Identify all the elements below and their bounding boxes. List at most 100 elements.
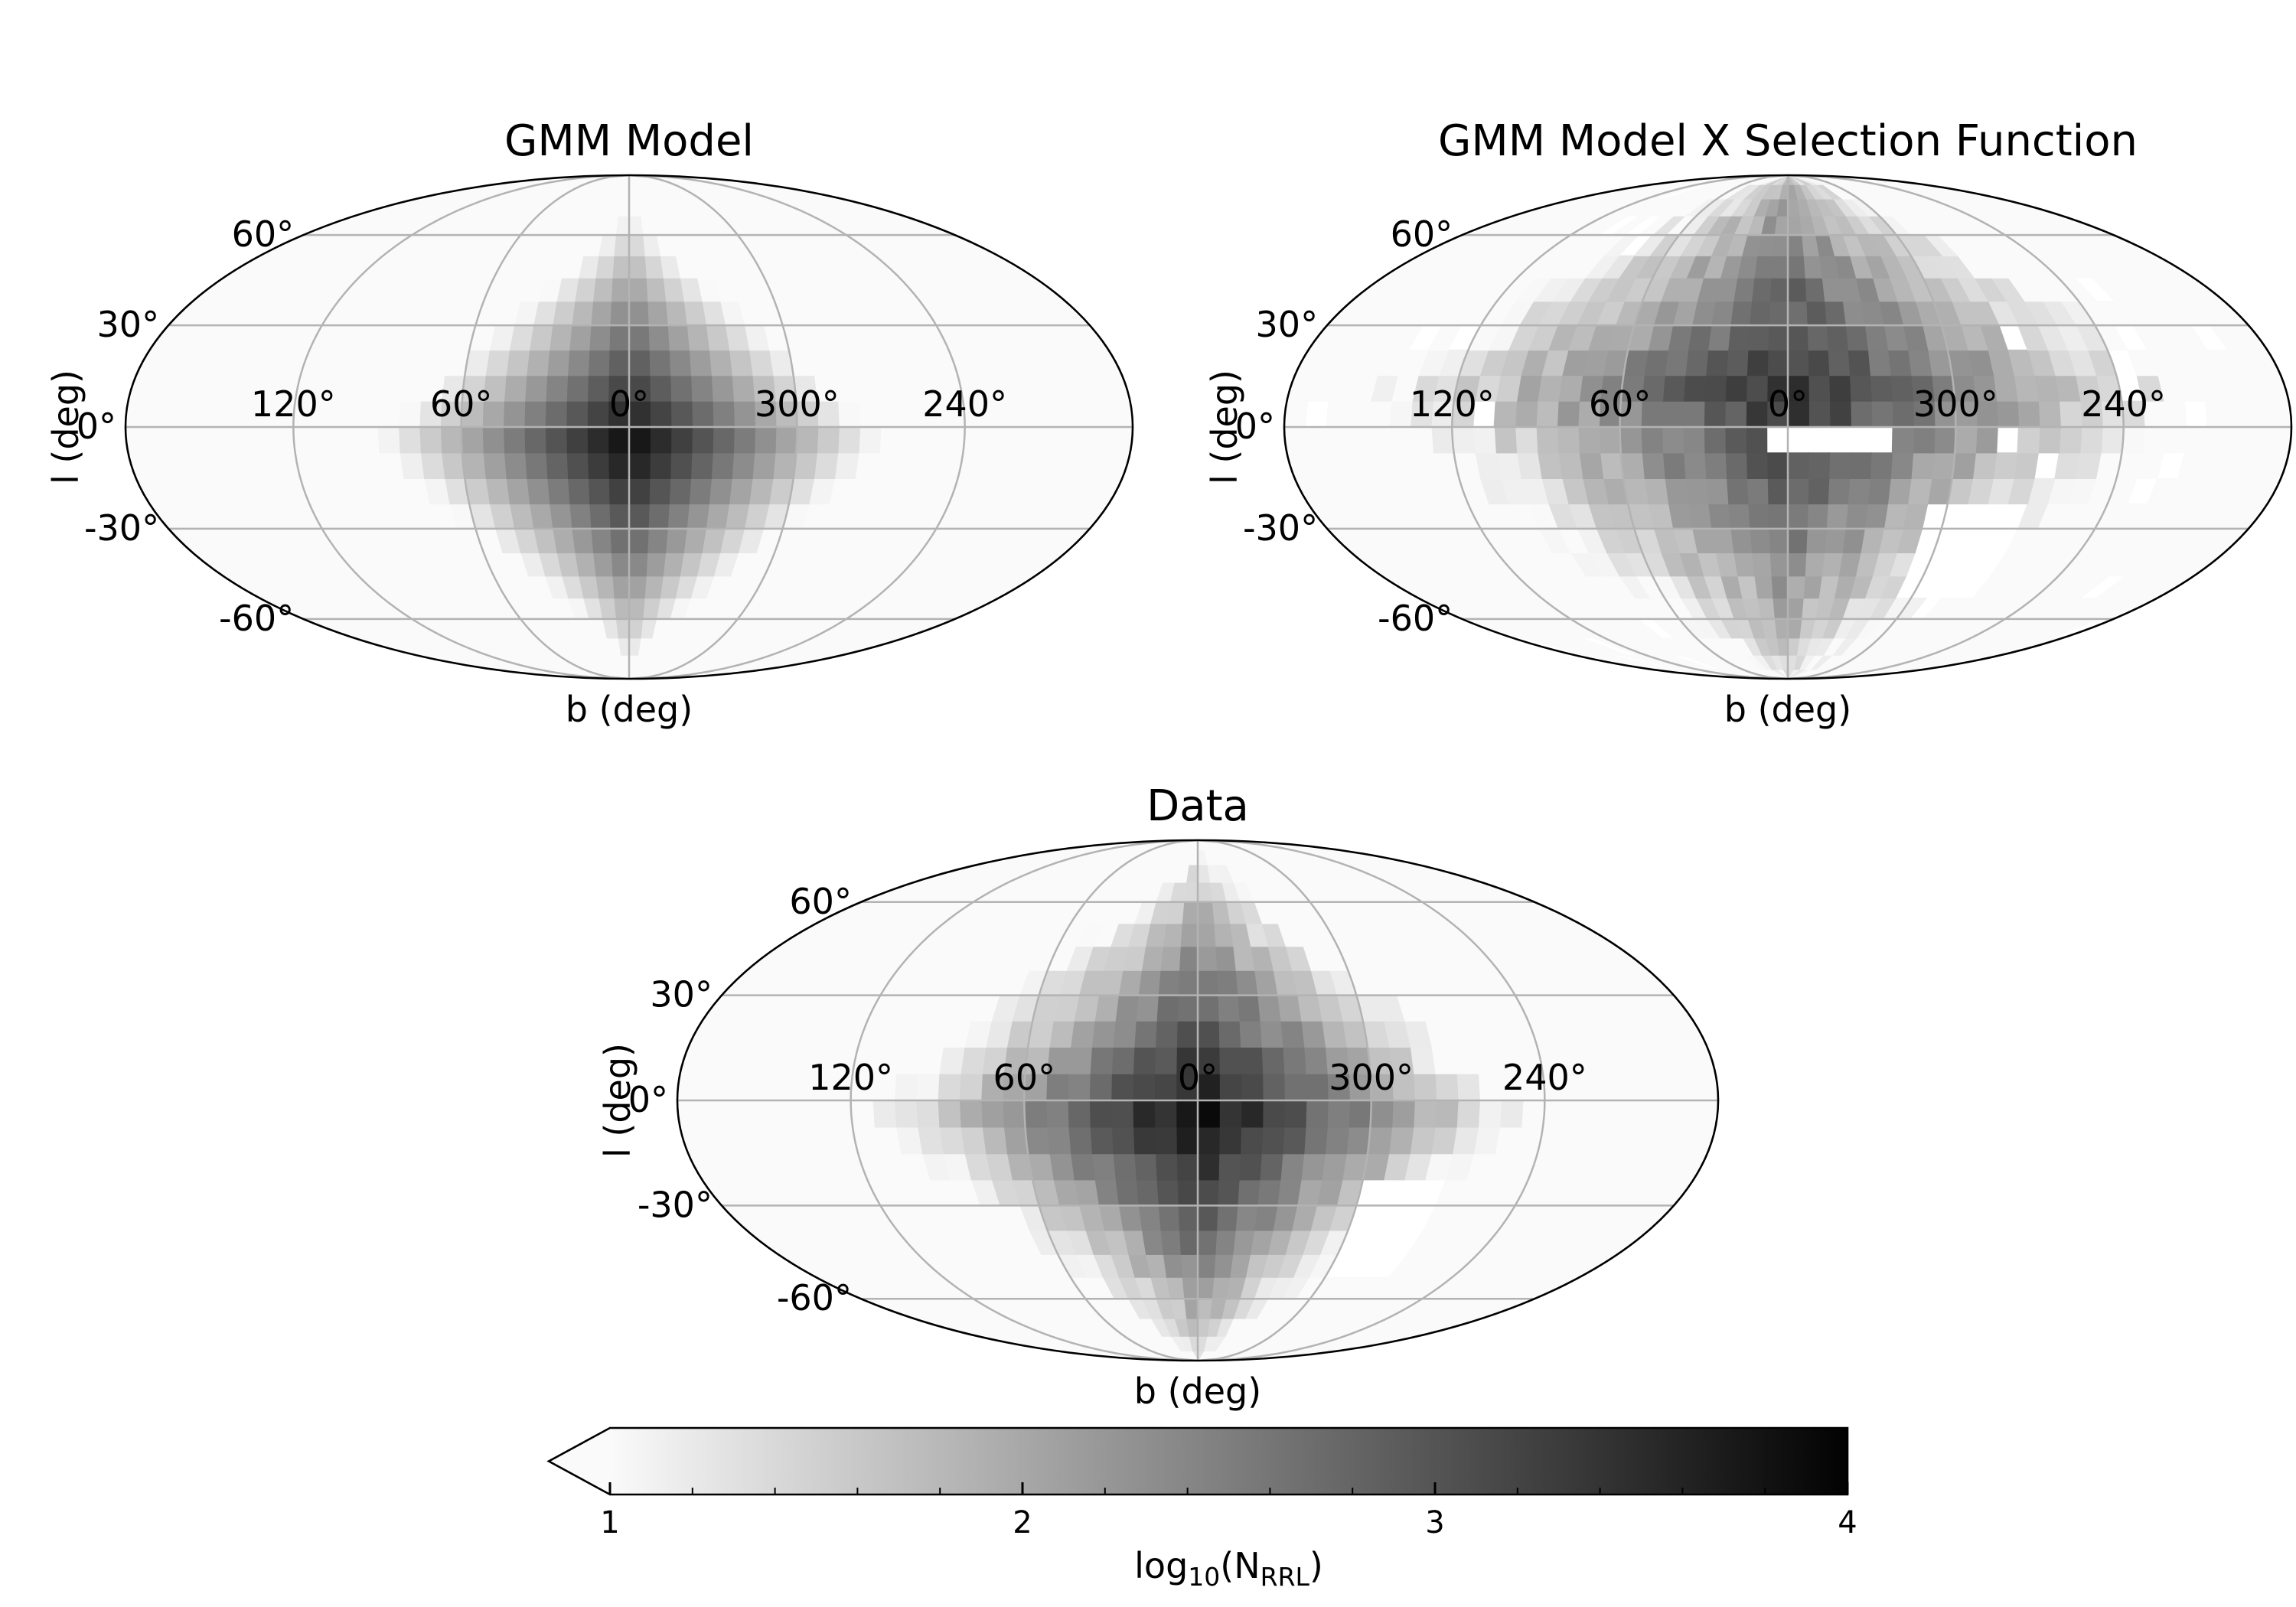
heatmap-cell — [1910, 452, 1935, 480]
heatmap-cell — [145, 400, 171, 428]
longitude-tick-label: 120° — [1410, 383, 1495, 425]
heatmap-cell — [686, 324, 710, 351]
heatmap-cell — [546, 478, 570, 505]
heatmap-cell — [1261, 1126, 1285, 1155]
heatmap-cell — [1746, 349, 1769, 376]
heatmap-cell — [731, 375, 755, 402]
heatmap-cell — [649, 426, 672, 454]
heatmap-cell — [1473, 426, 1496, 454]
heatmap-cell — [795, 426, 819, 454]
heatmap-cell — [962, 426, 987, 454]
heatmap-cell — [668, 349, 692, 376]
heatmap-cell — [188, 426, 213, 454]
latitude-tick-label: 0° — [1235, 406, 1275, 447]
heatmap-cell — [1430, 1046, 1457, 1074]
heatmap-cell — [690, 375, 713, 402]
longitude-tick-label: 60° — [430, 383, 493, 425]
heatmap-cell — [1704, 375, 1727, 402]
heatmap-cell — [1434, 1073, 1459, 1101]
heatmap-cell — [586, 375, 609, 402]
heatmap-cell — [2226, 400, 2250, 428]
heatmap-cell — [1535, 426, 1559, 454]
heatmap-cell — [1727, 324, 1750, 351]
heatmap-cell — [1388, 400, 1413, 428]
heatmap-cell — [1321, 1020, 1347, 1048]
heatmap-cell — [419, 452, 445, 480]
heatmap-cell — [1234, 970, 1258, 996]
heatmap-cell — [571, 528, 594, 554]
heatmap-cell — [1703, 426, 1726, 454]
heatmap-cell — [1156, 1179, 1179, 1207]
heatmap-cell — [1197, 994, 1219, 1022]
longitude-tick-label: 60° — [993, 1057, 1056, 1098]
heatmap-cell — [126, 426, 150, 454]
heatmap-cell — [566, 400, 589, 428]
heatmap-cell — [2037, 400, 2062, 428]
heatmap-cell — [167, 400, 191, 428]
heatmap-cell — [732, 426, 756, 454]
heatmap-cell — [1215, 946, 1236, 971]
heatmap-cell — [647, 324, 670, 351]
heatmap-cell — [1844, 324, 1869, 351]
heatmap-cell — [1662, 375, 1686, 402]
heatmap-cell — [1240, 1100, 1264, 1128]
heatmap-cell — [854, 452, 881, 480]
heatmap-cell — [566, 349, 590, 376]
heatmap-cell — [1996, 400, 2020, 428]
heatmap-cell — [503, 452, 527, 480]
heatmap-cell — [1844, 503, 1869, 530]
heatmap-cell — [2121, 426, 2145, 454]
heatmap-cell — [1724, 452, 1747, 480]
heatmap-cell — [1864, 324, 1889, 351]
heatmap-cell — [1749, 528, 1770, 554]
heatmap-cell — [1933, 426, 1956, 454]
heatmap-cell — [1110, 1100, 1134, 1128]
heatmap-cell — [879, 426, 903, 454]
heatmap-cell — [1521, 1100, 1545, 1128]
heatmap-cell — [1724, 400, 1747, 428]
heatmap-cell — [1975, 426, 1998, 454]
heatmap-cell — [1805, 301, 1827, 326]
heatmap-cell — [1197, 1298, 1212, 1319]
heatmap-cell — [2163, 426, 2187, 454]
heatmap-cell — [1282, 1126, 1306, 1155]
panel-0: 120° 60° 0° 300° 240° 60° 30° 0° -30° -60° GMM Mod… — [45, 116, 1134, 730]
heatmap-cell — [1746, 478, 1769, 505]
heatmap-cell — [1585, 1073, 1610, 1101]
heatmap-cell — [1368, 426, 1392, 454]
heatmap-cell — [1025, 426, 1049, 454]
heatmap-cell — [1197, 923, 1216, 947]
heatmap-cell — [2017, 426, 2040, 454]
heatmap-cell — [2204, 426, 2229, 454]
latitude-tick-label: -60° — [1378, 598, 1453, 639]
heatmap-cell — [1664, 349, 1689, 376]
heatmap-cell — [592, 277, 613, 302]
heatmap-cell — [649, 400, 672, 428]
heatmap-cell — [1283, 1073, 1307, 1101]
heatmap-cell — [502, 400, 526, 428]
heatmap-cell — [461, 452, 486, 480]
heatmap-cell — [921, 426, 944, 454]
heatmap-cell — [1176, 1020, 1199, 1048]
heatmap-cell — [1750, 552, 1772, 577]
heatmap-cell — [586, 452, 609, 480]
heatmap-cell — [1556, 426, 1580, 454]
heatmap-cell — [1768, 528, 1789, 554]
heatmap-cell — [1069, 1020, 1095, 1048]
heatmap-cell — [1787, 349, 1809, 376]
heatmap-cell — [612, 255, 630, 279]
heatmap-cell — [899, 426, 924, 454]
heatmap-cell — [1089, 1046, 1114, 1074]
longitude-tick-label: 120° — [251, 383, 336, 425]
heatmap-cell — [1391, 1100, 1415, 1128]
heatmap-cell — [590, 301, 612, 326]
heatmap-cell — [1808, 400, 1831, 428]
heatmap-cell — [1867, 478, 1891, 505]
longitude-gridline — [1787, 174, 1957, 680]
heatmap-cell — [628, 324, 650, 351]
heatmap-cell — [399, 375, 425, 402]
heatmap-cell — [1514, 426, 1538, 454]
longitude-tick-label: 240° — [922, 383, 1007, 425]
heatmap-cell — [188, 400, 213, 428]
heatmap-cell — [1684, 478, 1709, 505]
